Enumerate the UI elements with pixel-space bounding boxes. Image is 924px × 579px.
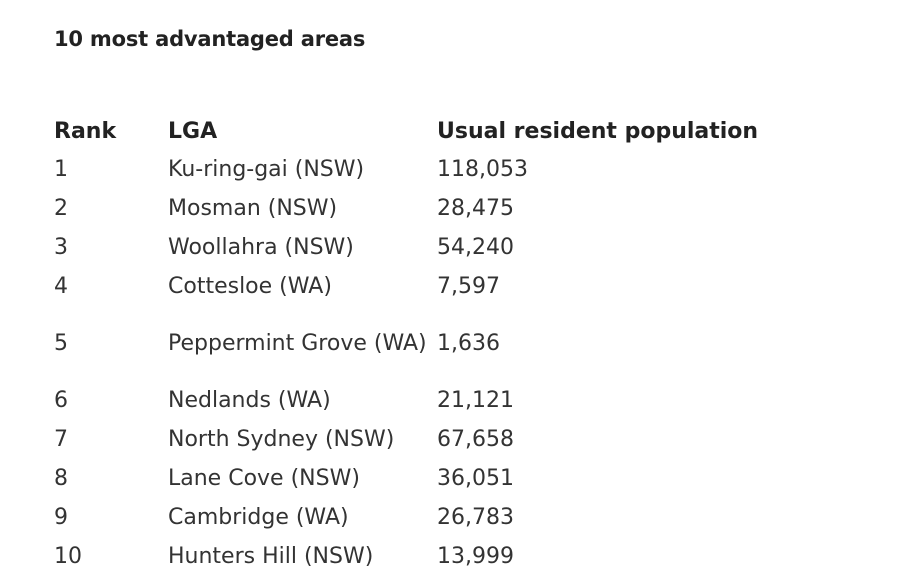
lga-cell: North Sydney (NSW)	[168, 426, 395, 452]
rank-cell: 8	[54, 465, 68, 491]
lga-cell: Woollahra (NSW)	[168, 234, 354, 260]
population-cell: 36,051	[437, 465, 514, 491]
page-title: 10 most advantaged areas	[54, 27, 366, 51]
population-cell: 118,053	[437, 156, 528, 182]
column-header-lga: LGA	[168, 118, 218, 144]
rank-cell: 1	[54, 156, 68, 182]
rank-cell: 5	[54, 330, 68, 356]
table-row: 9 Cambridge (WA) 26,783	[54, 498, 767, 537]
rank-cell: 9	[54, 504, 68, 530]
lga-cell: Ku-ring-gai (NSW)	[168, 156, 365, 182]
rank-cell: 10	[54, 543, 82, 569]
population-cell: 54,240	[437, 234, 514, 260]
population-cell: 13,999	[437, 543, 514, 569]
table-row: 1 Ku-ring-gai (NSW) 118,053	[54, 150, 767, 189]
rank-cell: 3	[54, 234, 68, 260]
table-row: 4 Cottesloe (WA) 7,597	[54, 267, 767, 306]
population-cell: 7,597	[437, 273, 500, 299]
table-row: 2 Mosman (NSW) 28,475	[54, 189, 767, 228]
lga-cell: Hunters Hill (NSW)	[168, 543, 374, 569]
population-cell: 67,658	[437, 426, 514, 452]
table-row: 10 Hunters Hill (NSW) 13,999	[54, 537, 767, 576]
rank-cell: 4	[54, 273, 68, 299]
lga-cell: Mosman (NSW)	[168, 195, 338, 221]
table-header-row: Rank LGA Usual resident population	[54, 112, 767, 150]
rank-cell: 2	[54, 195, 68, 221]
rank-cell: 6	[54, 387, 68, 413]
table-row: 6 Nedlands (WA) 21,121	[54, 381, 767, 420]
column-header-rank: Rank	[54, 118, 117, 144]
table-row: 3 Woollahra (NSW) 54,240	[54, 228, 767, 267]
lga-cell: Cottesloe (WA)	[168, 273, 332, 299]
rank-cell: 7	[54, 426, 68, 452]
column-header-population: Usual resident population	[437, 118, 759, 144]
areas-table: Rank LGA Usual resident population 1 Ku-…	[54, 112, 767, 576]
population-cell: 21,121	[437, 387, 514, 413]
population-cell: 1,636	[437, 330, 500, 356]
table-row: 5 Peppermint Grove (WA) 1,636	[54, 306, 767, 381]
table-row: 7 North Sydney (NSW) 67,658	[54, 420, 767, 459]
lga-cell: Lane Cove (NSW)	[168, 465, 360, 491]
population-cell: 26,783	[437, 504, 514, 530]
lga-cell: Nedlands (WA)	[168, 387, 331, 413]
population-cell: 28,475	[437, 195, 514, 221]
table-row: 8 Lane Cove (NSW) 36,051	[54, 459, 767, 498]
lga-cell: Peppermint Grove (WA)	[168, 330, 427, 356]
lga-cell: Cambridge (WA)	[168, 504, 349, 530]
